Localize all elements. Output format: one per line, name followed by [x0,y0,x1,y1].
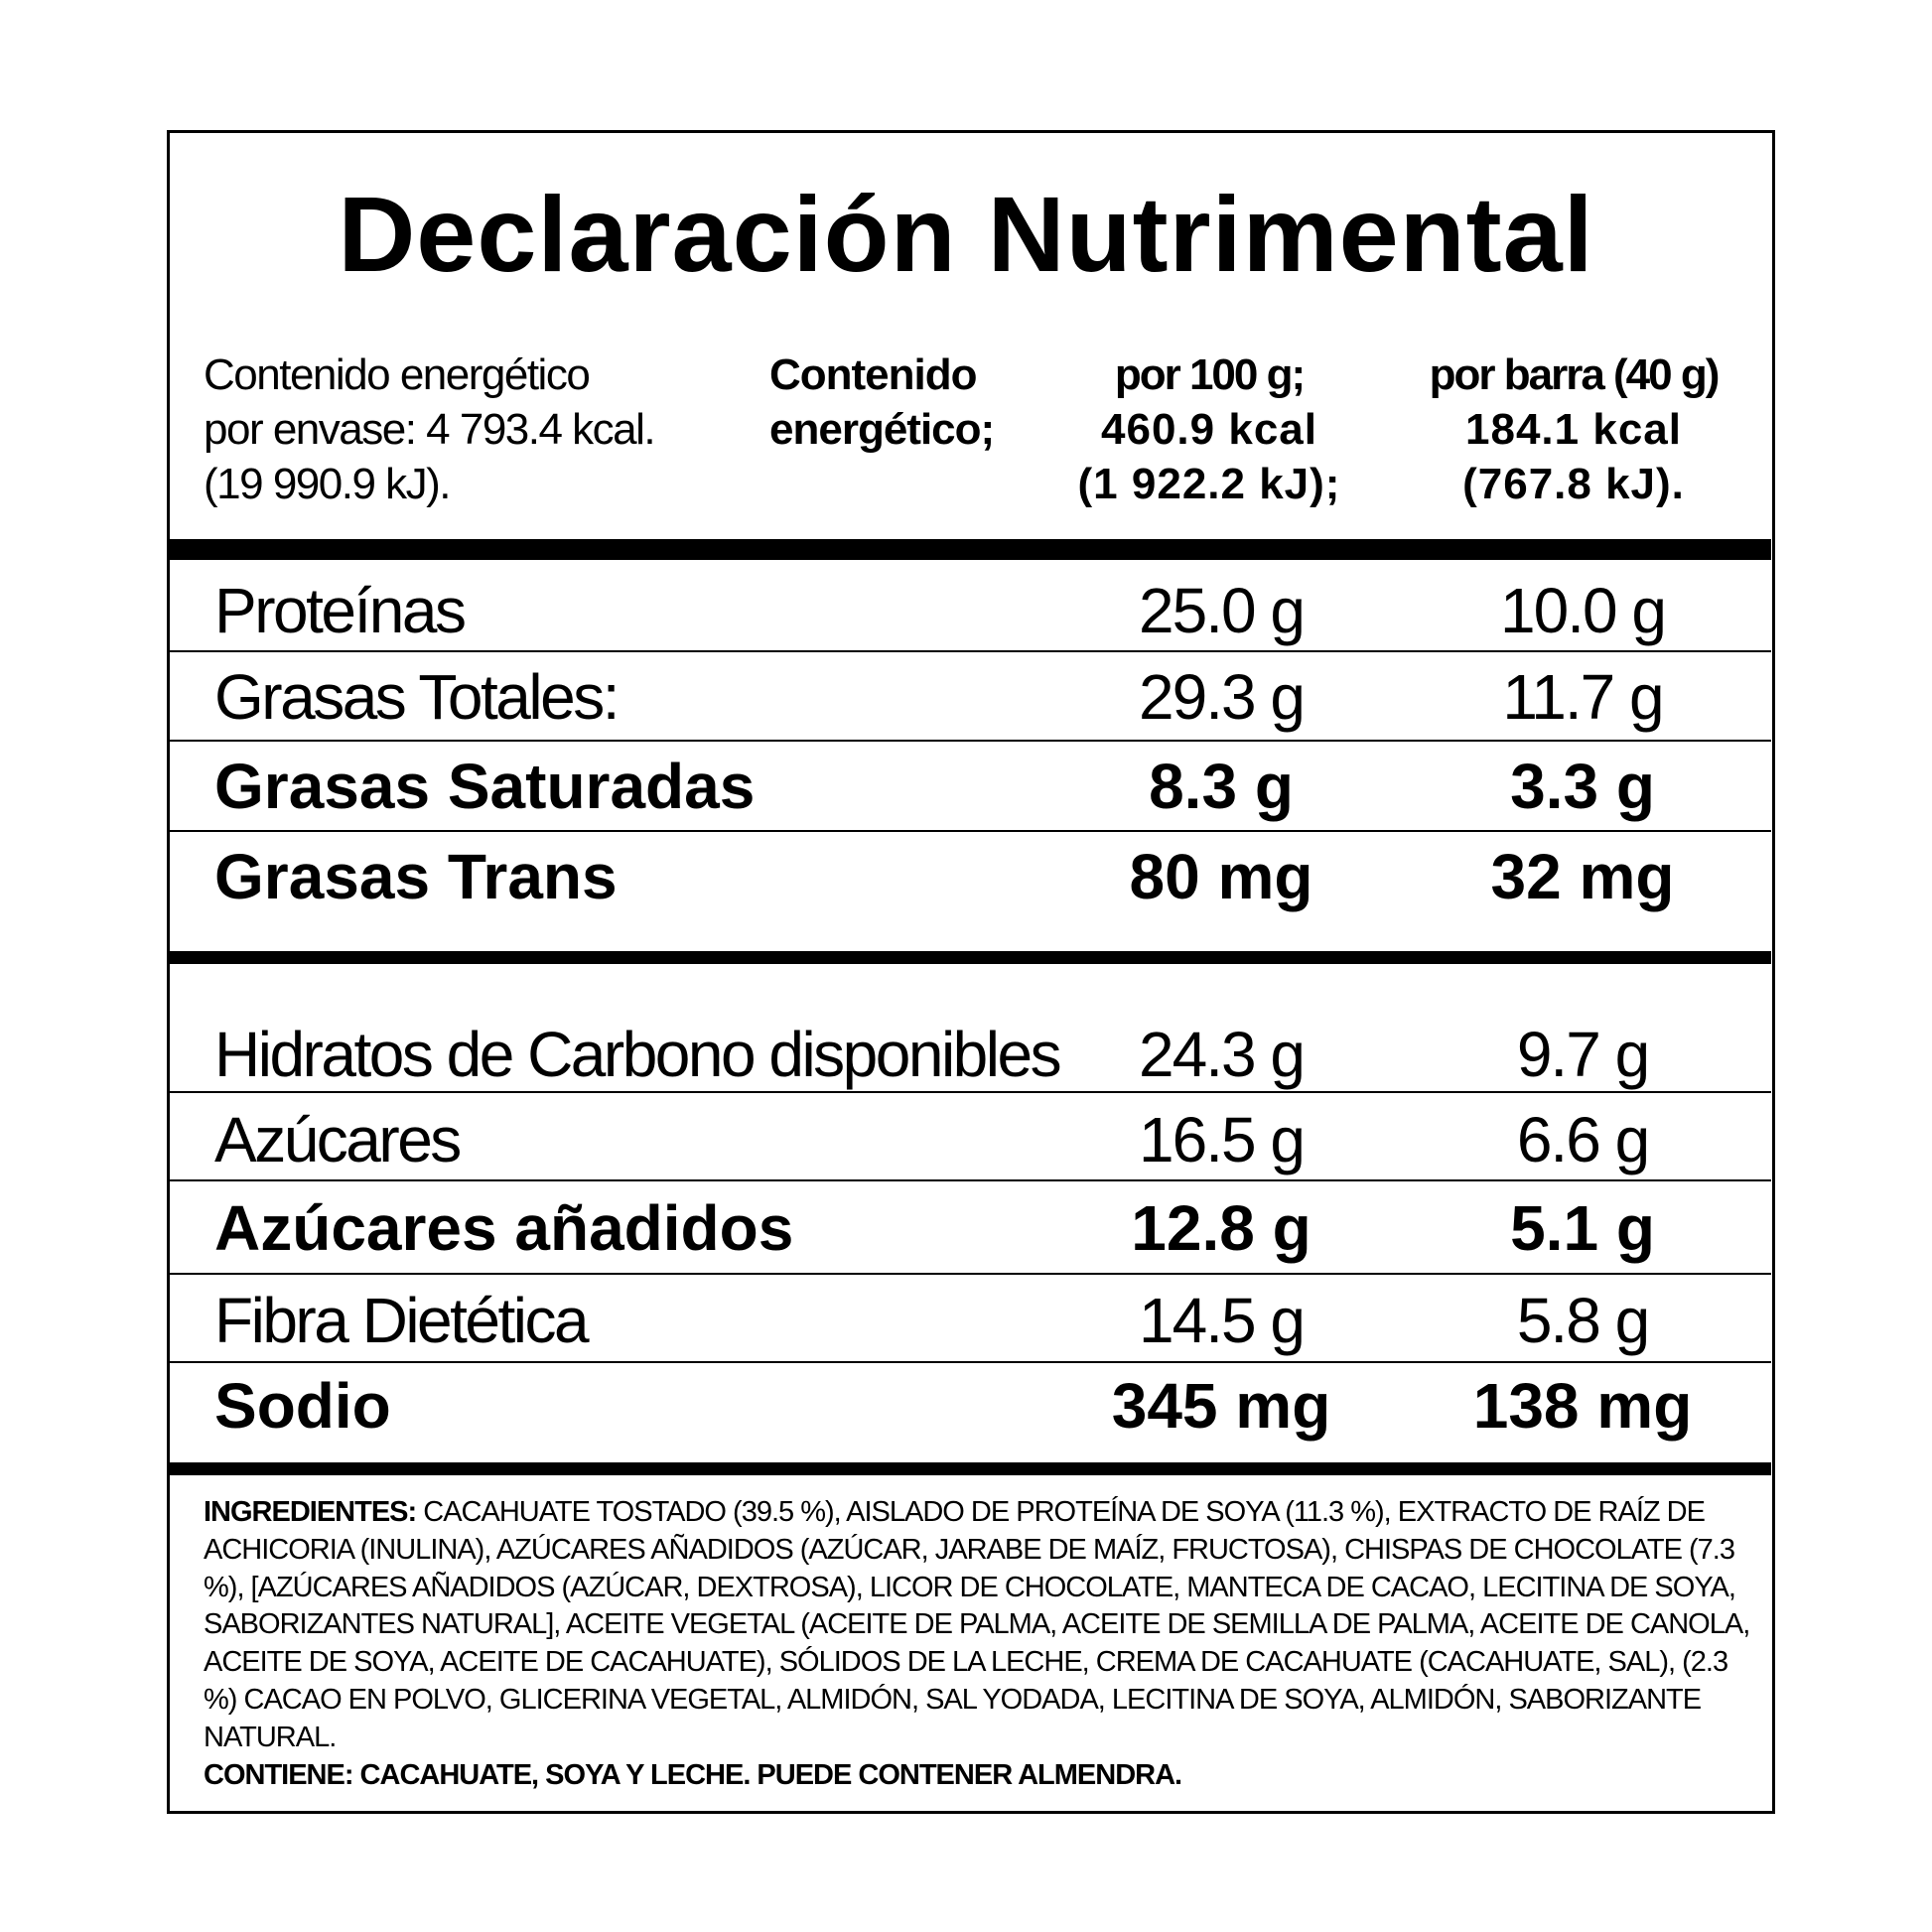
divider-thick [169,951,1771,964]
divider [169,830,1771,832]
value-per-bar: 6.6 g [1516,1104,1650,1175]
nutrient-label: Grasas Totales: [214,661,620,733]
nutrition-label-frame [167,130,1775,1814]
value-per-100g: 8.3 g [1149,751,1294,822]
per-100g-header: por 100 g; 460.9 kcal (1 922.2 kJ); [1011,347,1408,511]
nutrient-row: Grasas Totales: 29.3 g 11.7 g [0,657,1932,737]
nutrient-row: Grasas Trans 80 mg 32 mg [0,837,1932,916]
divider [169,1273,1771,1275]
per-bar-header: por barra (40 g) 184.1 kcal (767.8 kJ). [1375,347,1772,511]
nutrient-label: Hidratos de Carbono disponibles [214,1019,1062,1090]
value-per-bar: 9.7 g [1516,1019,1650,1090]
nutrient-row: Grasas Saturadas 8.3 g 3.3 g [0,747,1932,826]
nutrient-label: Grasas Trans [214,841,618,912]
divider [169,650,1771,652]
allergen-statement: CONTIENE: CACAHUATE, SOYA Y LECHE. PUEDE… [204,1758,1182,1791]
divider [169,1091,1771,1093]
package-energy-line: por envase: 4 793.4 kcal. [204,405,656,454]
nutrient-row: Azúcares añadidos 12.8 g 5.1 g [0,1188,1932,1268]
nutrient-row: Sodio 345 mg 138 mg [0,1366,1932,1446]
per-bar-serving: por barra (40 g) [1429,350,1721,399]
ingredients-text: CACAHUATE TOSTADO (39.5 %), AISLADO DE P… [204,1496,1750,1753]
ingredients-block: INGREDIENTES: CACAHUATE TOSTADO (39.5 %)… [204,1494,1752,1794]
nutrient-row: Proteínas 25.0 g 10.0 g [0,571,1932,650]
value-per-bar: 32 mg [1490,841,1675,912]
per-100g-kcal: 460.9 kcal [1101,405,1317,454]
value-per-bar: 11.7 g [1502,661,1664,733]
package-energy-line: Contenido energético [204,350,591,399]
value-per-bar: 3.3 g [1510,751,1655,822]
value-per-100g: 16.5 g [1139,1104,1306,1175]
per-bar-kcal: 184.1 kcal [1465,405,1682,454]
value-per-bar: 5.8 g [1516,1285,1650,1356]
value-per-100g: 29.3 g [1139,661,1306,733]
divider-thick [169,1462,1771,1475]
per-bar-kj: (767.8 kJ). [1462,460,1685,508]
energy-label: Contenido energético; [769,347,995,457]
divider [169,1179,1771,1181]
package-energy-line: (19 990.9 kJ). [204,460,452,508]
nutrient-label: Azúcares añadidos [214,1192,794,1264]
value-per-bar: 5.1 g [1510,1192,1655,1264]
divider-thick [169,539,1771,560]
energy-label-line: Contenido [769,350,978,399]
value-per-bar: 10.0 g [1500,575,1667,646]
nutrient-row: Fibra Dietética 14.5 g 5.8 g [0,1281,1932,1360]
nutrient-row: Azúcares 16.5 g 6.6 g [0,1100,1932,1179]
per-100g-kj: (1 922.2 kJ); [1077,460,1341,508]
nutrient-label: Azúcares [214,1104,462,1175]
nutrient-label: Grasas Saturadas [214,751,756,822]
label-title: Declaración Nutrimental [338,174,1594,294]
value-per-100g: 12.8 g [1131,1192,1311,1264]
divider [169,740,1771,742]
value-per-100g: 25.0 g [1139,575,1306,646]
value-per-100g: 345 mg [1111,1370,1331,1442]
value-per-bar: 138 mg [1472,1370,1693,1442]
package-energy: Contenido energético por envase: 4 793.4… [204,347,656,511]
nutrient-label: Fibra Dietética [214,1285,590,1356]
nutrient-label: Sodio [214,1370,391,1442]
per-100g-serving: por 100 g; [1114,350,1306,399]
energy-label-line: energético; [769,405,995,454]
ingredients-label: INGREDIENTES: [204,1496,417,1528]
value-per-100g: 80 mg [1129,841,1313,912]
value-per-100g: 24.3 g [1139,1019,1306,1090]
divider [169,1361,1771,1363]
nutrient-row: Hidratos de Carbono disponibles 24.3 g 9.7… [0,1015,1932,1094]
nutrient-label: Proteínas [214,575,467,646]
value-per-100g: 14.5 g [1139,1285,1306,1356]
